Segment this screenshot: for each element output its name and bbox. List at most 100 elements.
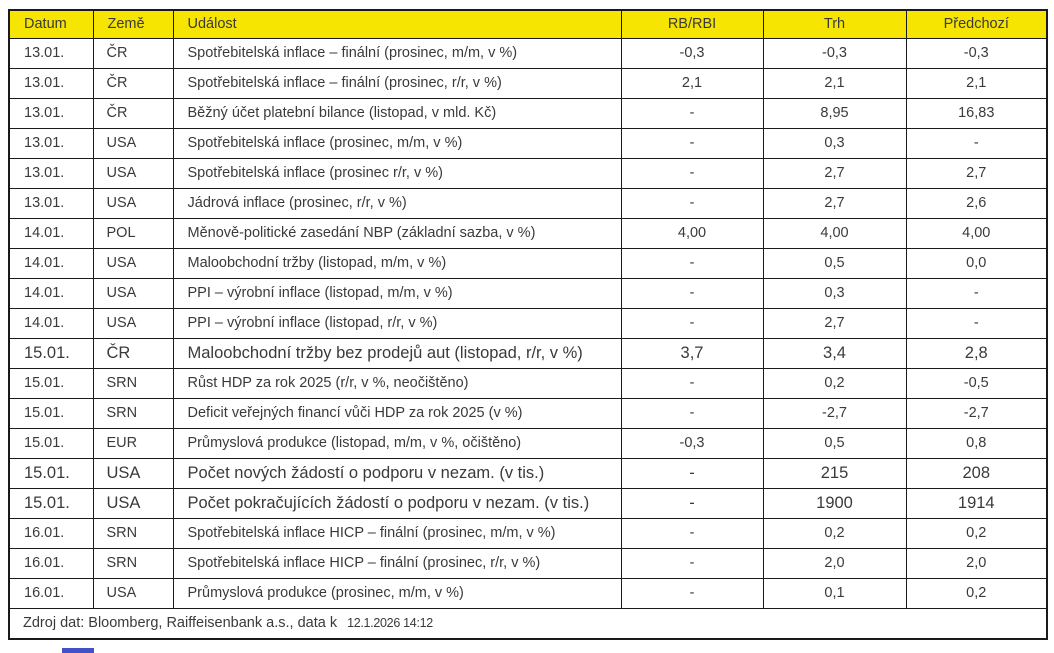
cell-trh: 2,7 <box>762 307 907 339</box>
table-row: 13.01. ČR Spotřebitelská inflace – finál… <box>8 67 1048 99</box>
cell-udalost: Průmyslová produkce (prosinec, m/m, v %) <box>172 577 622 609</box>
cell-predchozi: 2,8 <box>905 337 1048 369</box>
cell-trh: 2,7 <box>762 157 907 189</box>
cell-zeme: USA <box>92 247 174 279</box>
cell-predchozi: 2,7 <box>905 157 1048 189</box>
cell-predchozi: - <box>905 127 1048 159</box>
table-row: 14.01. USA PPI – výrobní inflace (listop… <box>8 307 1048 339</box>
cell-zeme: POL <box>92 217 174 249</box>
cell-zeme: ČR <box>92 67 174 99</box>
cell-udalost: Deficit veřejných financí vůči HDP za ro… <box>172 397 622 429</box>
table-row: 14.01. USA PPI – výrobní inflace (listop… <box>8 277 1048 309</box>
header-datum: Datum <box>8 9 94 39</box>
cell-zeme: ČR <box>92 97 174 129</box>
table-row: 15.01. SRN Růst HDP za rok 2025 (r/r, v … <box>8 367 1048 399</box>
cell-datum: 13.01. <box>8 67 94 99</box>
cell-zeme: USA <box>92 577 174 609</box>
cell-zeme: EUR <box>92 427 174 459</box>
table-row: 15.01. ČR Maloobchodní tržby bez prodejů… <box>8 337 1048 369</box>
cell-trh: 0,1 <box>762 577 907 609</box>
table-row: 16.01. SRN Spotřebitelská inflace HICP –… <box>8 547 1048 579</box>
cell-udalost: PPI – výrobní inflace (listopad, m/m, v … <box>172 277 622 309</box>
cell-rb-rbi: - <box>620 547 764 579</box>
cell-rb-rbi: - <box>620 517 764 549</box>
cell-trh: 2,1 <box>762 67 907 99</box>
table-footer-row: Zdroj dat: Bloomberg, Raiffeisenbank a.s… <box>8 607 1048 640</box>
cell-trh: 4,00 <box>762 217 907 249</box>
table-row: 15.01. SRN Deficit veřejných financí vůč… <box>8 397 1048 429</box>
cell-rb-rbi: - <box>620 187 764 219</box>
cell-udalost: Spotřebitelská inflace HICP – finální (p… <box>172 517 622 549</box>
cell-udalost: Běžný účet platební bilance (listopad, v… <box>172 97 622 129</box>
cell-trh: 0,5 <box>762 427 907 459</box>
table-header: Datum Země Událost RB/RBI Trh Předchozí <box>8 9 1048 39</box>
cell-trh: -2,7 <box>762 397 907 429</box>
cell-datum: 15.01. <box>8 397 94 429</box>
cell-datum: 14.01. <box>8 247 94 279</box>
cell-udalost: Spotřebitelská inflace (prosinec, m/m, v… <box>172 127 622 159</box>
table-row: 13.01. ČR Běžný účet platební bilance (l… <box>8 97 1048 129</box>
cell-datum: 13.01. <box>8 127 94 159</box>
header-trh: Trh <box>762 9 907 39</box>
cell-trh: 3,4 <box>762 337 907 369</box>
cell-rb-rbi: 2,1 <box>620 67 764 99</box>
cell-udalost: PPI – výrobní inflace (listopad, r/r, v … <box>172 307 622 339</box>
cell-zeme: USA <box>92 187 174 219</box>
cell-predchozi: -2,7 <box>905 397 1048 429</box>
cell-trh: 2,0 <box>762 547 907 579</box>
table-row: 13.01. USA Spotřebitelská inflace (prosi… <box>8 157 1048 189</box>
source-note-cell: Zdroj dat: Bloomberg, Raiffeisenbank a.s… <box>8 607 1048 640</box>
cell-trh: 0,2 <box>762 367 907 399</box>
cell-datum: 14.01. <box>8 217 94 249</box>
table-row: 13.01. USA Spotřebitelská inflace (prosi… <box>8 127 1048 159</box>
cell-predchozi: - <box>905 277 1048 309</box>
table-row: 15.01. USA Počet pokračujících žádostí o… <box>8 487 1048 519</box>
cell-zeme: ČR <box>92 337 174 369</box>
cell-datum: 14.01. <box>8 277 94 309</box>
cell-zeme: USA <box>92 157 174 189</box>
cell-udalost: Spotřebitelská inflace HICP – finální (p… <box>172 547 622 579</box>
cell-trh: -0,3 <box>762 37 907 69</box>
cell-datum: 13.01. <box>8 187 94 219</box>
cell-trh: 0,3 <box>762 127 907 159</box>
cell-predchozi: 208 <box>905 457 1048 489</box>
cell-trh: 2,7 <box>762 187 907 219</box>
cell-predchozi: 0,2 <box>905 517 1048 549</box>
cell-udalost: Jádrová inflace (prosinec, r/r, v %) <box>172 187 622 219</box>
economic-calendar-table: Datum Země Událost RB/RBI Trh Předchozí … <box>8 9 1048 640</box>
cell-zeme: SRN <box>92 367 174 399</box>
table-row: 15.01. EUR Průmyslová produkce (listopad… <box>8 427 1048 459</box>
table-footer: Zdroj dat: Bloomberg, Raiffeisenbank a.s… <box>8 607 1048 640</box>
cell-rb-rbi: - <box>620 307 764 339</box>
table-row: 16.01. SRN Spotřebitelská inflace HICP –… <box>8 517 1048 549</box>
cell-predchozi: 0,8 <box>905 427 1048 459</box>
cell-datum: 15.01. <box>8 367 94 399</box>
cell-predchozi: 2,1 <box>905 67 1048 99</box>
cell-rb-rbi: 3,7 <box>620 337 764 369</box>
cell-datum: 15.01. <box>8 457 94 489</box>
cell-udalost: Měnově-politické zasedání NBP (základní … <box>172 217 622 249</box>
header-predchozi: Předchozí <box>905 9 1048 39</box>
cell-predchozi: 2,6 <box>905 187 1048 219</box>
cell-udalost: Spotřebitelská inflace (prosinec r/r, v … <box>172 157 622 189</box>
cell-udalost: Průmyslová produkce (listopad, m/m, v %,… <box>172 427 622 459</box>
cell-udalost: Maloobchodní tržby (listopad, m/m, v %) <box>172 247 622 279</box>
cell-udalost: Maloobchodní tržby bez prodejů aut (list… <box>172 337 622 369</box>
cell-trh: 8,95 <box>762 97 907 129</box>
cell-rb-rbi: - <box>620 97 764 129</box>
cell-zeme: SRN <box>92 517 174 549</box>
cell-datum: 16.01. <box>8 577 94 609</box>
cell-zeme: USA <box>92 457 174 489</box>
cell-rb-rbi: -0,3 <box>620 37 764 69</box>
cell-rb-rbi: - <box>620 157 764 189</box>
cell-predchozi: - <box>905 307 1048 339</box>
table-row: 14.01. USA Maloobchodní tržby (listopad,… <box>8 247 1048 279</box>
header-udalost: Událost <box>172 9 622 39</box>
cell-rb-rbi: - <box>620 277 764 309</box>
table-row: 14.01. POL Měnově-politické zasedání NBP… <box>8 217 1048 249</box>
header-zeme: Země <box>92 9 174 39</box>
cell-predchozi: 4,00 <box>905 217 1048 249</box>
table-row: 13.01. ČR Spotřebitelská inflace – finál… <box>8 37 1048 69</box>
cell-rb-rbi: - <box>620 247 764 279</box>
